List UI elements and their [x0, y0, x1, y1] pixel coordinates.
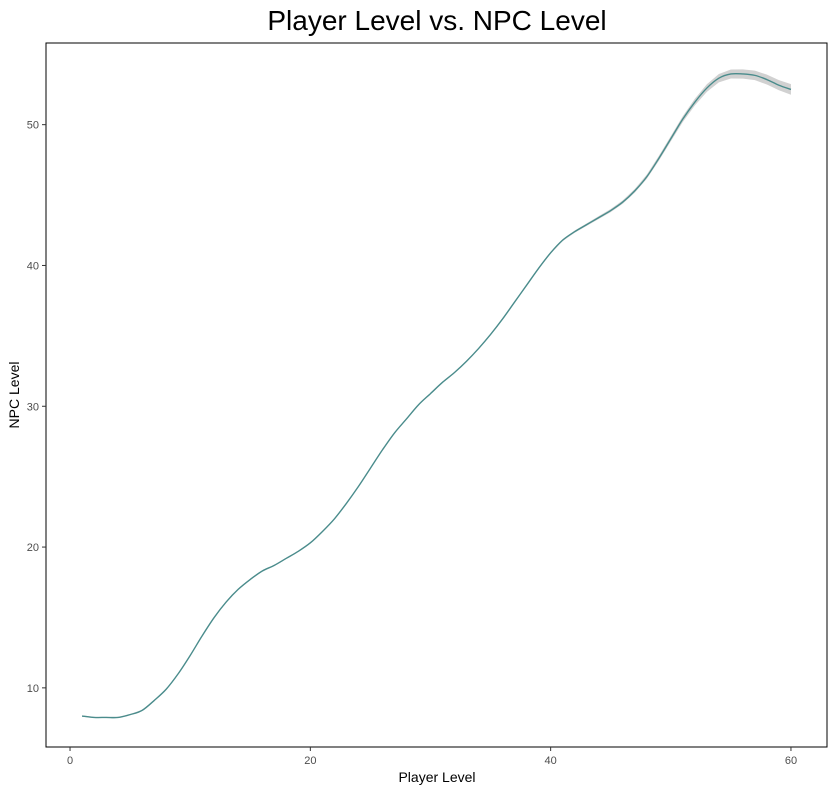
y-tick-label: 10 [27, 683, 39, 695]
smooth-line [81, 72, 792, 719]
x-axis: 0 20 40 60 [67, 747, 797, 767]
y-axis: 10 20 30 40 50 [27, 120, 46, 695]
y-axis-label: NPC Level [6, 362, 22, 429]
y-tick-label: 30 [27, 401, 39, 413]
x-tick-label: 40 [545, 755, 557, 767]
x-tick-label: 60 [785, 755, 797, 767]
x-tick-label: 20 [304, 755, 316, 767]
chart-title: Player Level vs. NPC Level [267, 5, 606, 36]
series-line [81, 72, 792, 719]
y-tick-label: 20 [27, 542, 39, 554]
x-axis-label: Player Level [398, 769, 475, 785]
y-tick-label: 40 [27, 260, 39, 272]
y-tick-label: 50 [27, 120, 39, 132]
x-tick-label: 0 [67, 755, 73, 767]
plot-frame [45, 42, 828, 748]
